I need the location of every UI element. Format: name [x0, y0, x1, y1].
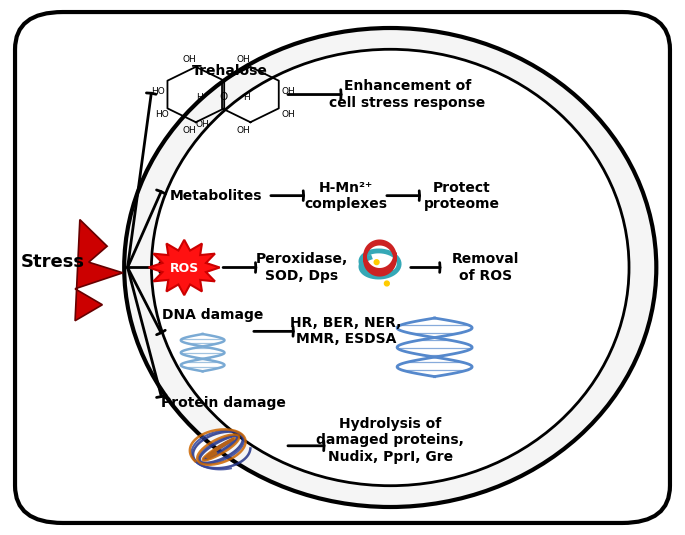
- Text: HR, BER, NER,
MMR, ESDSA: HR, BER, NER, MMR, ESDSA: [290, 316, 401, 347]
- Text: Removal
of ROS: Removal of ROS: [452, 253, 519, 282]
- Ellipse shape: [124, 28, 656, 507]
- Text: DNA damage: DNA damage: [162, 308, 264, 323]
- Text: ROS: ROS: [170, 262, 199, 275]
- Text: H: H: [196, 93, 203, 102]
- Text: OH: OH: [182, 56, 196, 64]
- Point: [371, 258, 382, 266]
- Text: OH: OH: [281, 87, 295, 96]
- Text: Protect
proteome: Protect proteome: [424, 180, 500, 211]
- Text: Metabolites: Metabolites: [170, 189, 262, 203]
- Text: OH: OH: [182, 126, 196, 135]
- Text: Peroxidase,
SOD, Dps: Peroxidase, SOD, Dps: [256, 253, 348, 282]
- Ellipse shape: [151, 49, 629, 486]
- Text: H-Mn²⁺
complexes: H-Mn²⁺ complexes: [304, 180, 388, 211]
- Text: Stress: Stress: [21, 253, 84, 271]
- Text: OH: OH: [237, 56, 251, 64]
- Text: H: H: [244, 93, 250, 102]
- Point: [382, 279, 393, 288]
- Text: O: O: [219, 92, 227, 102]
- Polygon shape: [75, 219, 123, 320]
- Text: OH: OH: [237, 126, 251, 135]
- FancyBboxPatch shape: [15, 12, 670, 523]
- Text: Enhancement of
cell stress response: Enhancement of cell stress response: [329, 79, 486, 110]
- Polygon shape: [149, 240, 220, 295]
- Text: OH: OH: [196, 120, 210, 129]
- Text: OH: OH: [281, 110, 295, 119]
- Text: Trehalose: Trehalose: [192, 64, 268, 78]
- Text: HO: HO: [155, 110, 169, 119]
- Text: Hydrolysis of
damaged proteins,
Nudix, PprI, Gre: Hydrolysis of damaged proteins, Nudix, P…: [316, 417, 464, 464]
- Text: Protein damage: Protein damage: [161, 396, 286, 410]
- Text: HO: HO: [151, 87, 165, 96]
